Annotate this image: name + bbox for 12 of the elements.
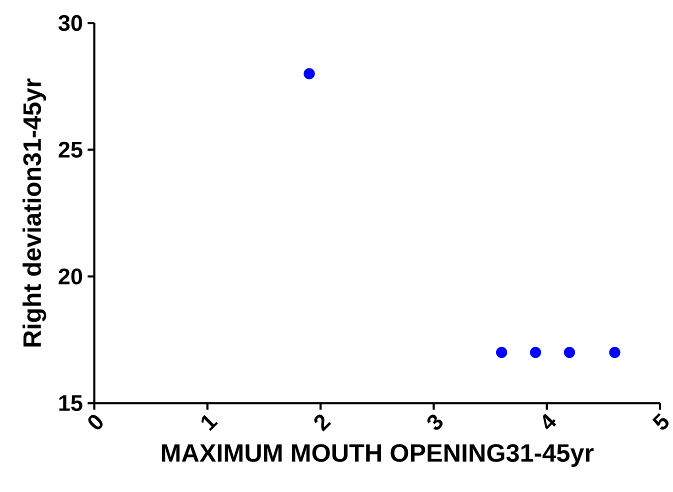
y-axis-title: Right deviation31-45yr [22, 78, 46, 347]
x-tick-label: 1 [201, 415, 218, 431]
x-tick-label: 5 [652, 413, 669, 430]
x-tick-label: 4 [542, 414, 556, 430]
x-axis-title: MAXIMUM MOUTH OPENING31-45yr [162, 444, 594, 467]
x-tick-label: 2 [314, 414, 332, 432]
y-tick-label: 30 [58, 15, 82, 32]
x-tick-label: 0 [88, 415, 103, 430]
y-tick-label: 15 [59, 395, 82, 412]
y-tick-label: 25 [58, 142, 82, 158]
y-tick-label: 20 [58, 268, 82, 285]
x-tick-label: 3 [427, 414, 443, 430]
